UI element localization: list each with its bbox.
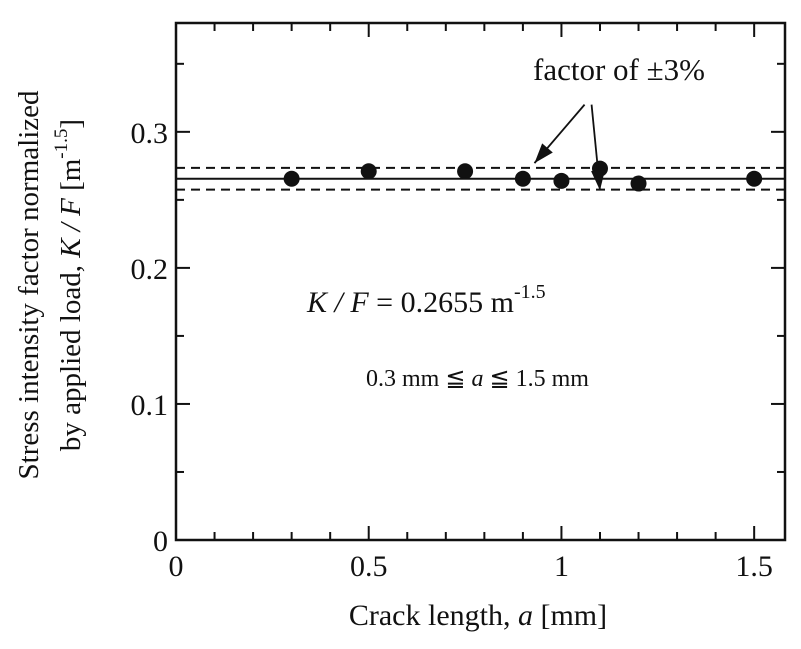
xlabel-prefix: Crack length, bbox=[349, 599, 518, 632]
range-text-1: 0.3 mm ≦ bbox=[366, 366, 471, 392]
axes: 0 0.5 1 1.5 0 0.1 0.2 0.3 bbox=[131, 21, 787, 583]
data-point bbox=[630, 175, 647, 192]
x-tick-label: 1 bbox=[554, 550, 569, 583]
ylabel-var: K / F bbox=[55, 198, 87, 259]
ylabel-close: ] bbox=[55, 119, 87, 129]
ylabel-unit: [m bbox=[55, 158, 87, 198]
data-point bbox=[746, 170, 763, 187]
x-tick-label: 0 bbox=[169, 550, 184, 583]
range-annotation: 0.3 mm ≦ a ≦ 1.5 mm bbox=[366, 366, 589, 392]
formula-value: = 0.2655 m bbox=[369, 286, 514, 319]
formula-exp: -1.5 bbox=[514, 281, 546, 303]
x-axis-label: Crack length, a [mm] bbox=[349, 599, 607, 632]
xlabel-unit: [mm] bbox=[533, 599, 607, 632]
y-tick-label: 0 bbox=[153, 525, 168, 558]
x-tick-label: 0.5 bbox=[350, 550, 388, 583]
range-text-2: ≦ 1.5 mm bbox=[483, 366, 589, 392]
x-tick-label: 1.5 bbox=[735, 550, 773, 583]
range-var: a bbox=[471, 366, 483, 392]
data-point bbox=[553, 172, 570, 189]
ylabel-exp: -1.5 bbox=[51, 129, 72, 159]
data-point bbox=[514, 170, 531, 187]
plot-frame bbox=[174, 21, 787, 542]
data-point bbox=[457, 163, 474, 180]
y-tick-label: 0.3 bbox=[131, 117, 169, 150]
arrow-head bbox=[534, 143, 553, 164]
formula-annotation: K / F = 0.2655 m-1.5 bbox=[306, 281, 546, 319]
data-point bbox=[360, 163, 377, 180]
y-axis-label-line1: Stress intensity factor normalized bbox=[13, 90, 45, 479]
y-tick-label: 0.2 bbox=[131, 253, 169, 286]
y-tick-label: 0.1 bbox=[131, 389, 169, 422]
xlabel-var: a bbox=[518, 599, 533, 632]
formula-var: K / F bbox=[306, 286, 369, 319]
ylabel-prefix: by applied load, bbox=[55, 258, 87, 451]
data-point bbox=[283, 170, 300, 187]
band-label: factor of ±3% bbox=[533, 52, 705, 87]
data-marks bbox=[176, 104, 785, 192]
y-axis-label-line2: by applied load, K / F [m-1.5] bbox=[51, 119, 87, 451]
arrow-head bbox=[591, 169, 605, 191]
